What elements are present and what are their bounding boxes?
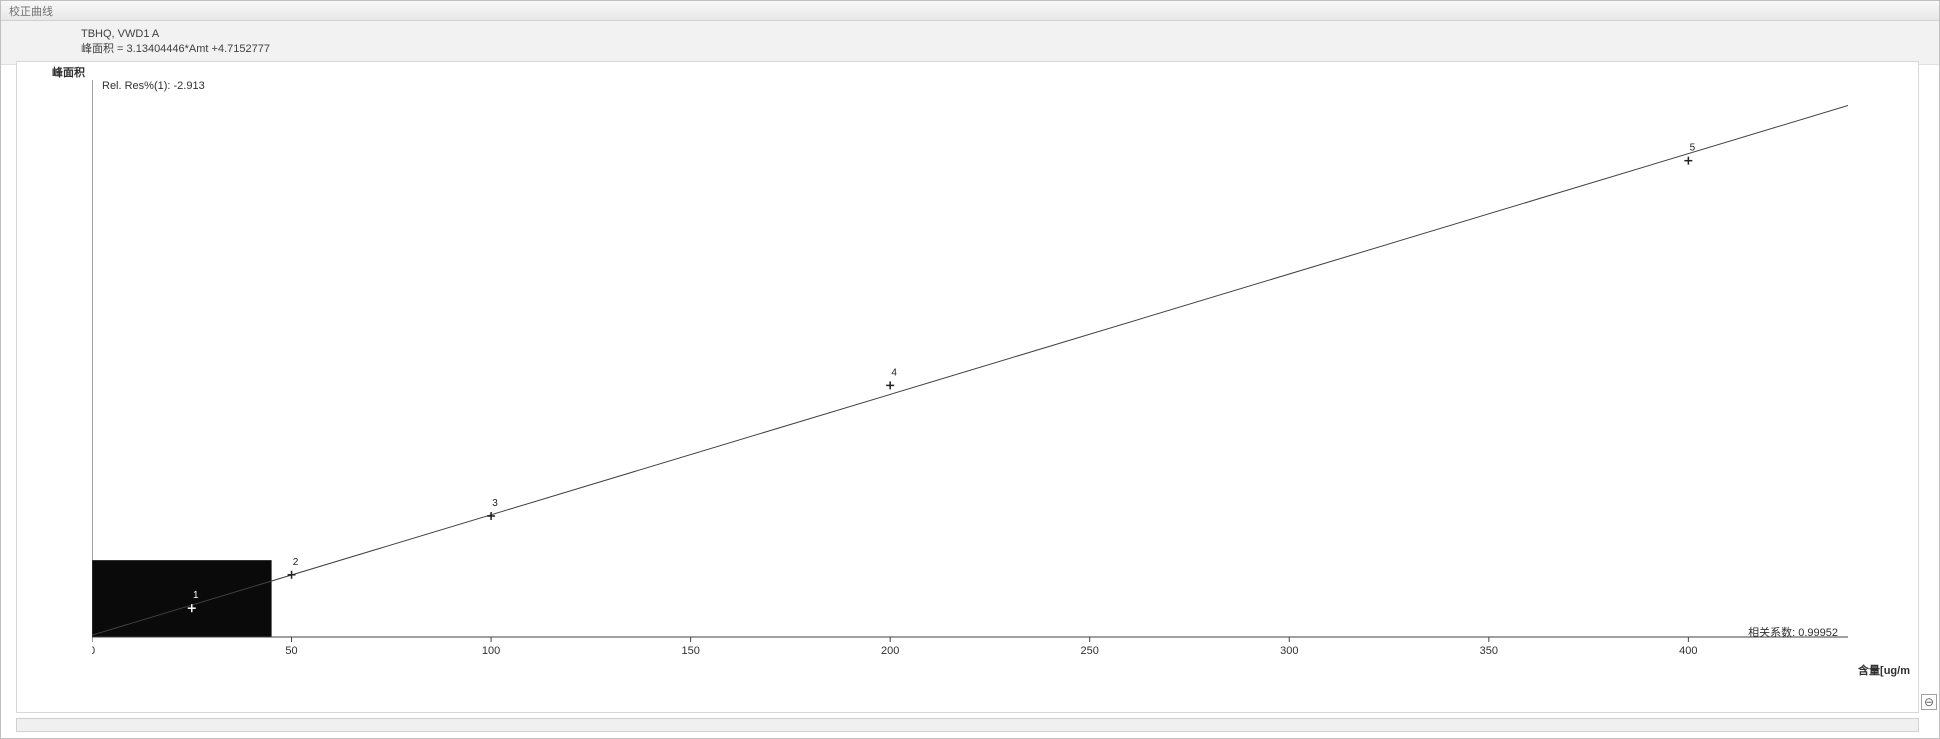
data-point-label: 2: [293, 557, 299, 568]
selection-rect[interactable]: [92, 560, 272, 637]
x-tick-label: 400: [1679, 645, 1697, 657]
x-tick-label: 350: [1480, 645, 1498, 657]
calibration-chart-svg[interactable]: 0501001502002503003504000200400600800100…: [92, 70, 1848, 662]
x-tick-label: 200: [881, 645, 899, 657]
x-tick-label: 0: [92, 645, 95, 657]
y-axis-title: 峰面积: [52, 64, 85, 80]
x-tick-label: 300: [1280, 645, 1298, 657]
x-tick-label: 250: [1081, 645, 1099, 657]
window-frame: 校正曲线 TBHQ, VWD1 A 峰面积 = 3.13404446*Amt +…: [0, 0, 1940, 739]
x-tick-label: 150: [681, 645, 699, 657]
info-header: TBHQ, VWD1 A 峰面积 = 3.13404446*Amt +4.715…: [1, 21, 1939, 65]
window-title: 校正曲线: [9, 6, 53, 18]
plot-area[interactable]: 0501001502002503003504000200400600800100…: [92, 70, 1848, 662]
zoom-reset-button[interactable]: ⊖: [1921, 694, 1937, 710]
horizontal-scrollbar[interactable]: [16, 718, 1919, 732]
chart-container: 峰面积 含量[ug/m Rel. Res%(1): -2.913 相关系数: 0…: [16, 61, 1919, 713]
data-point-label: 3: [492, 498, 498, 509]
data-point-label: 1: [193, 590, 199, 601]
header-equation: 峰面积 = 3.13404446*Amt +4.7152777: [81, 42, 1879, 57]
x-axis-title: 含量[ug/m: [1858, 662, 1910, 678]
data-point-label: 5: [1690, 143, 1696, 154]
x-tick-label: 50: [285, 645, 297, 657]
title-bar: 校正曲线: [1, 1, 1939, 21]
header-compound: TBHQ, VWD1 A: [81, 27, 1879, 42]
regression-line: [92, 105, 1848, 635]
data-point-label: 4: [891, 367, 897, 378]
x-tick-label: 100: [482, 645, 500, 657]
